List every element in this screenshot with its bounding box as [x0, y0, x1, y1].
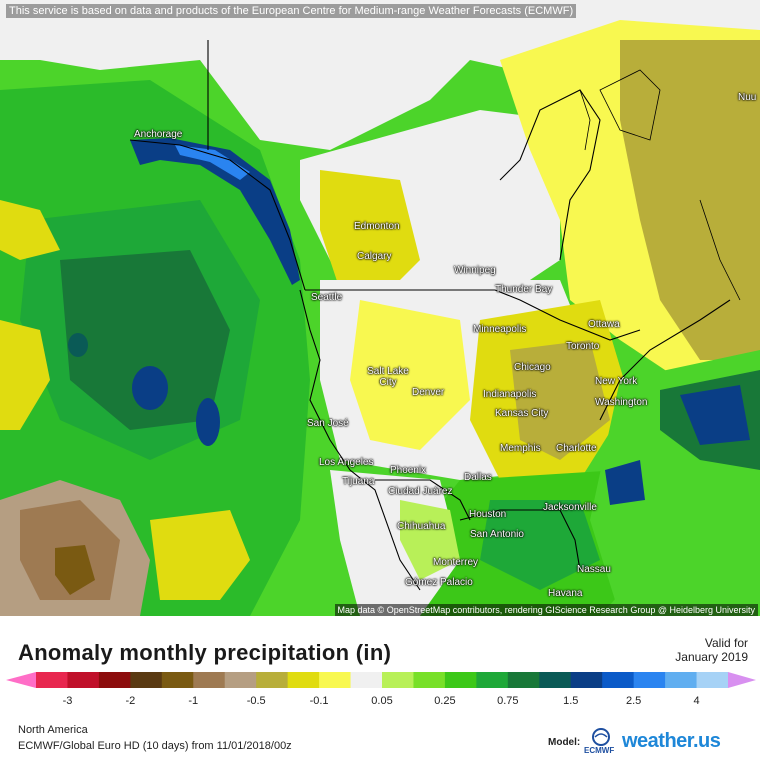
legend-tick-label: 0.75	[497, 695, 518, 707]
legend-tick-label: -0.1	[310, 695, 329, 707]
legend-swatch	[476, 672, 509, 688]
city-los-angeles: Los Angeles	[319, 457, 374, 468]
legend-swatch	[665, 672, 698, 688]
city-ottawa: Ottawa	[588, 319, 620, 330]
city-minneapolis: Minneapolis	[473, 324, 527, 335]
valid-date: Valid for January 2019	[675, 636, 748, 664]
ecmwf-logo-icon	[592, 728, 610, 746]
model-run-label: ECMWF/Global Euro HD (10 days) from 11/0…	[18, 740, 292, 752]
city-calgary: Calgary	[357, 251, 392, 262]
legend-low-arrow	[6, 672, 36, 688]
legend-swatch	[413, 672, 446, 688]
city-denver: Denver	[412, 387, 445, 398]
map-attribution: Map data © OpenStreetMap contributors, r…	[334, 604, 758, 616]
city-new-york: New York	[595, 376, 638, 387]
city-charlotte: Charlotte	[556, 443, 597, 454]
legend-swatch	[633, 672, 666, 688]
legend-swatch	[350, 672, 383, 688]
region-label: North America	[18, 724, 88, 736]
city-monterrey: Monterrey	[433, 557, 479, 568]
legend-swatch	[98, 672, 131, 688]
city-phoenix: Phoenix	[390, 465, 427, 476]
city-gomez-palacio: Gómez Palacio	[405, 577, 473, 588]
legend-swatch	[224, 672, 257, 688]
city-nassau: Nassau	[577, 564, 611, 575]
legend-tick-label: 4	[693, 695, 699, 707]
legend-tick-label: -2	[125, 695, 135, 707]
legend-bar: -3 -2 -1 -0.5 -0.1 0.05 0.25 0.75 1.5 2.5 4	[6, 672, 756, 707]
legend-swatch	[319, 672, 352, 688]
city-winnipeg: Winnipeg	[454, 265, 496, 276]
city-kansas-city: Kansas City	[495, 408, 549, 419]
city-seattle: Seattle	[311, 292, 343, 303]
city-indianapolis: Indianapolis	[483, 389, 537, 400]
city-houston: Houston	[469, 509, 507, 520]
legend-tick-label: 0.05	[371, 695, 392, 707]
city-chihuahua: Chihuahua	[397, 521, 446, 532]
city-washington: Washington	[595, 397, 648, 408]
city-edmonton: Edmonton	[354, 221, 400, 232]
legend-swatch	[287, 672, 320, 688]
city-jacksonville: Jacksonville	[543, 502, 597, 513]
data-source-notice: This service is based on data and produc…	[6, 4, 577, 18]
precipitation-anomaly-map[interactable]: This service is based on data and produc…	[0, 0, 760, 616]
legend-swatch	[696, 672, 729, 688]
model-label: Model:	[548, 737, 581, 748]
city-ciudad-juarez: Ciudad Juárez	[388, 486, 453, 497]
city-salt-lake-city: Salt Lake City	[367, 366, 409, 388]
legend-swatch	[570, 672, 603, 688]
city-havana: Havana	[548, 588, 583, 599]
brand-logo[interactable]: weather.us	[622, 730, 721, 752]
city-tijuana: Tijuana	[342, 476, 375, 487]
legend-tick-label: 2.5	[626, 695, 641, 707]
legend-swatch	[193, 672, 226, 688]
legend-swatch	[67, 672, 100, 688]
legend-swatch	[161, 672, 194, 688]
city-nuuk: Nuu	[738, 92, 757, 103]
legend-swatch	[36, 672, 68, 688]
city-toronto: Toronto	[566, 341, 600, 352]
city-san-antonio: San Antonio	[470, 529, 524, 540]
legend-tick-label: -0.5	[247, 695, 266, 707]
legend-swatch	[130, 672, 163, 688]
legend-swatch	[539, 672, 572, 688]
valid-month: January 2019	[675, 650, 748, 664]
legend-swatch	[256, 672, 289, 688]
legend-swatch	[444, 672, 477, 688]
legend-high-arrow	[728, 672, 756, 688]
city-dallas: Dallas	[464, 472, 492, 483]
city-san-jose: San José	[307, 418, 349, 429]
valid-label: Valid for	[704, 636, 748, 650]
color-legend: -3 -2 -1 -0.5 -0.1 0.05 0.25 0.75 1.5 2.5 4	[0, 664, 760, 714]
page-title: Anomaly monthly precipitation (in)	[18, 640, 392, 665]
map-canvas	[0, 0, 760, 616]
legend-tick-label: 0.25	[434, 695, 455, 707]
legend-tick-label: 1.5	[563, 695, 578, 707]
legend-tick-label: -3	[63, 695, 73, 707]
legend-swatch	[382, 672, 414, 688]
legend-tick-label: -1	[188, 695, 198, 707]
ecmwf-logo-text: ECMWF	[584, 746, 615, 755]
legend-swatch	[507, 672, 540, 688]
city-chicago: Chicago	[514, 362, 551, 373]
city-thunder-bay: Thunder Bay	[495, 284, 553, 295]
city-anchorage: Anchorage	[134, 129, 183, 140]
legend-swatch	[602, 672, 635, 688]
city-memphis: Memphis	[500, 443, 541, 454]
